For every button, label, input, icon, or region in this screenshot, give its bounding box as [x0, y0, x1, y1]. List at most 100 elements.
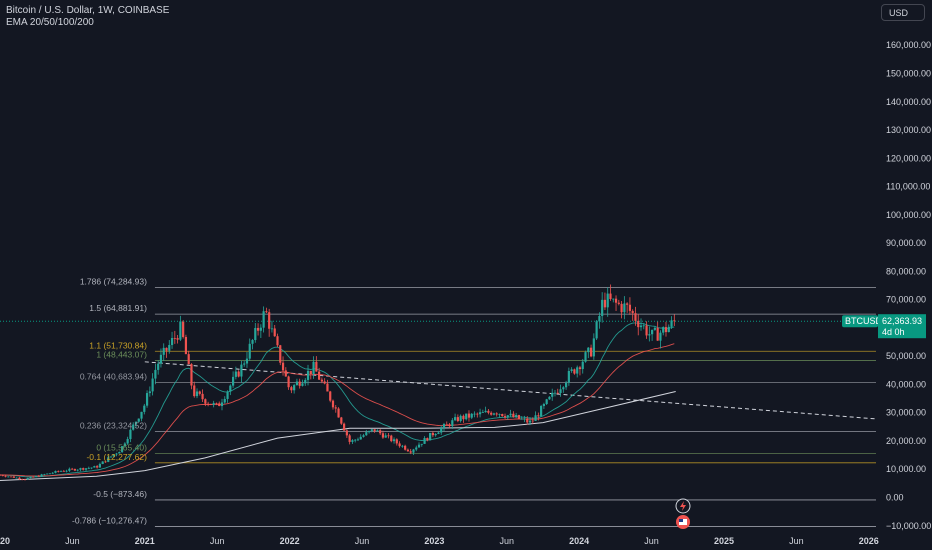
candle-body	[312, 361, 315, 375]
y-tick-label: 120,000.00	[886, 153, 931, 163]
fib-label: -0.5 (−873.46)	[93, 489, 147, 499]
y-tick-label: 30,000.00	[886, 408, 926, 418]
candle-body	[603, 299, 607, 308]
candle-body	[537, 415, 540, 417]
candle-body	[82, 468, 85, 470]
candle-body	[570, 369, 573, 371]
candle-body	[429, 432, 432, 441]
x-tick-label: 2022	[280, 536, 300, 546]
flag-icon[interactable]	[676, 515, 690, 529]
ema-lines	[0, 322, 676, 481]
candle-body	[359, 436, 362, 440]
price-axis[interactable]: −10,000.00 0.00 10,000.00 20,000.00 30,000.0…	[886, 40, 931, 531]
candle-body	[240, 364, 243, 377]
lightning-icon[interactable]	[675, 498, 691, 514]
price-label-box	[878, 314, 926, 339]
candle-body	[484, 410, 487, 413]
candle-body	[165, 347, 168, 351]
candle-body	[379, 430, 382, 434]
candle-body	[301, 383, 304, 386]
candle-body	[331, 400, 335, 408]
candle-body	[220, 402, 224, 407]
candle-body	[656, 327, 659, 341]
candle-body	[15, 477, 18, 479]
candle-body	[564, 382, 568, 388]
y-tick-label: 130,000.00	[886, 125, 931, 135]
candle-body	[76, 469, 79, 471]
candle-body	[384, 435, 387, 438]
candle-body	[345, 430, 348, 436]
candle-body	[503, 416, 507, 418]
candle-body	[79, 468, 82, 470]
candle-body	[587, 347, 590, 353]
candle-body	[517, 415, 521, 419]
candle-body	[459, 415, 462, 422]
candle-body	[639, 325, 643, 328]
candle-body	[243, 363, 246, 365]
candle-body	[104, 461, 107, 463]
fib-label: 1 (48,443.07)	[96, 350, 147, 360]
candle-body	[387, 435, 390, 437]
candle-body	[198, 391, 201, 394]
candle-body	[401, 445, 404, 447]
candle-body	[134, 421, 138, 425]
candle-body	[673, 320, 676, 322]
x-tick-label: Jun	[210, 536, 225, 546]
candle-body	[329, 391, 332, 401]
candle-body	[215, 402, 218, 404]
last-price-tag: BTCUSD 62,363.93 4d 0h	[0, 314, 926, 339]
candle-body	[431, 432, 434, 436]
candle-body	[381, 433, 385, 438]
candle-body	[256, 327, 260, 331]
candle-body	[143, 405, 146, 412]
candle-body	[453, 417, 457, 421]
currency-button[interactable]: USD	[881, 4, 925, 21]
candle-body	[293, 385, 296, 391]
candle-body	[562, 387, 565, 390]
candle-body	[132, 424, 135, 430]
candle-body	[51, 472, 54, 474]
candle-body	[451, 420, 454, 427]
candle-body	[323, 381, 326, 384]
candle-body	[492, 413, 496, 415]
candle-body	[620, 303, 623, 313]
candle-body	[542, 404, 545, 407]
candle-body	[551, 392, 554, 397]
candle-body	[295, 381, 299, 386]
candle-body	[589, 347, 593, 357]
candle-body	[195, 391, 199, 397]
candle-body	[279, 345, 282, 363]
candle-body	[670, 320, 673, 327]
x-tick-label: Jun	[65, 536, 80, 546]
candle-body	[212, 402, 215, 405]
candle-body	[29, 476, 32, 479]
candle-body	[268, 312, 271, 329]
candle-body	[373, 429, 376, 432]
y-tick-label: 70,000.00	[886, 295, 926, 305]
candle-body	[601, 299, 604, 316]
indicator-title[interactable]: EMA 20/50/100/200	[6, 17, 94, 28]
candle-body	[231, 376, 235, 386]
candle-body	[218, 403, 221, 407]
candle-body	[12, 476, 15, 478]
trendline[interactable]	[144, 361, 877, 420]
candle-body	[340, 417, 343, 424]
candle-body	[490, 412, 493, 415]
y-tick-label: 0.00	[886, 492, 904, 502]
candle-body	[634, 313, 637, 321]
candle-body	[664, 327, 668, 333]
candle-body	[540, 406, 543, 417]
candle-body	[409, 451, 412, 453]
candle-body	[62, 470, 65, 472]
candle-body	[406, 449, 410, 452]
candle-body	[609, 293, 612, 300]
candle-body	[420, 443, 423, 445]
time-axis[interactable]: 2020 Jun 2021 Jun 2022 Jun 2023 Jun 2024 Jun 2025 J…	[0, 536, 879, 546]
candle-body	[567, 370, 570, 383]
candle-body	[417, 444, 421, 448]
candle-body	[115, 453, 118, 455]
fibonacci-lines	[154, 287, 876, 527]
candle-body	[0, 474, 2, 476]
